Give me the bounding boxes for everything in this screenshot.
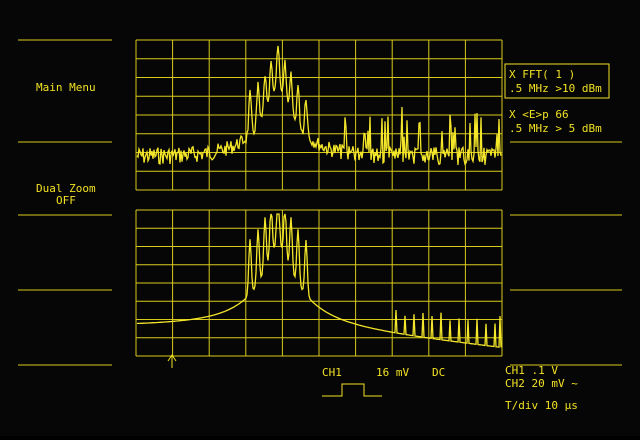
readout: X FFT( 1 ) [509, 68, 575, 81]
oscilloscope-screen: Main Menu Dual Zoom OFF X FFT( 1 ) .5 MH… [0, 0, 640, 436]
trigger-level: 16 mV [376, 366, 409, 379]
readout: .5 MHz >10 dBm [509, 82, 602, 95]
channel-readout: CH2 20 mV ~ [505, 377, 578, 390]
menu-state: OFF [56, 194, 76, 207]
menu-item[interactable]: Main Menu [36, 81, 96, 94]
trigger-channel: CH1 [322, 366, 342, 379]
timebase: T/div 10 µs [505, 399, 578, 412]
readout: .5 MHz > 5 dBm [509, 122, 602, 135]
channel-readout: CH1 .1 V [505, 364, 558, 377]
trigger-coupling: DC [432, 366, 445, 379]
readout: X <E>p 66 [509, 108, 569, 121]
